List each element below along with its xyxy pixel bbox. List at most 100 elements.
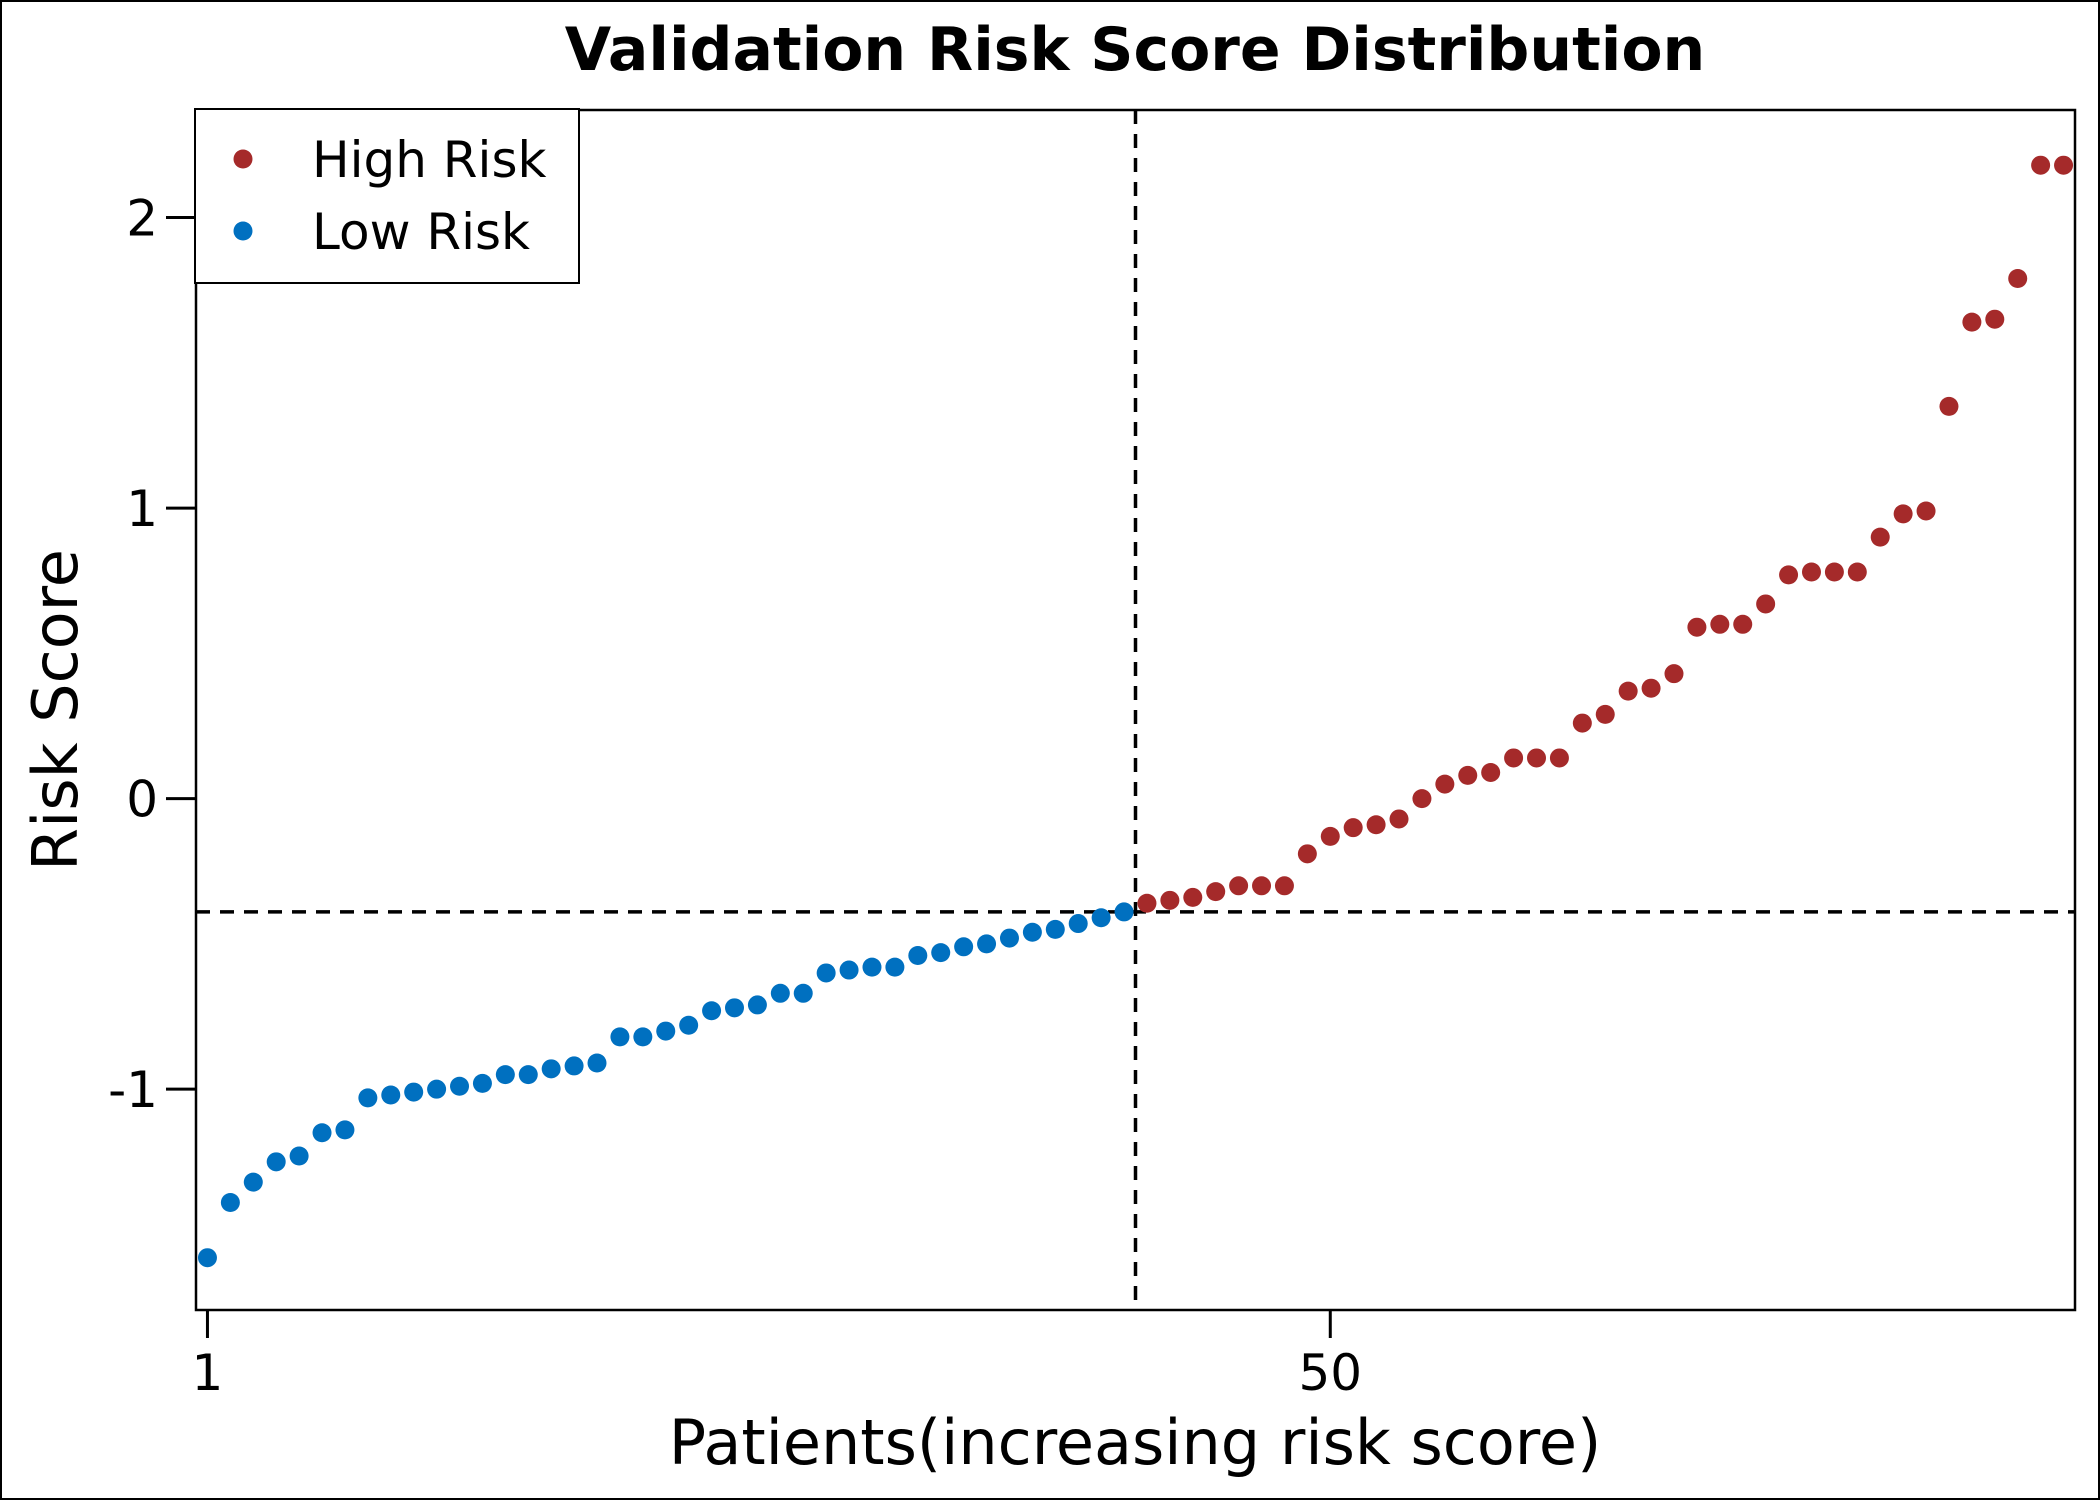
data-point [1412, 789, 1432, 809]
data-point [724, 998, 744, 1018]
series-high-risk [1137, 155, 2074, 913]
legend-label: High Risk [312, 131, 546, 189]
data-point [2008, 269, 2028, 289]
data-point [2054, 155, 2074, 175]
data-point [518, 1065, 538, 1085]
data-point [1366, 815, 1386, 835]
data-point [999, 928, 1019, 948]
data-point [1229, 876, 1249, 896]
y-axis: -1 0 1 2 [108, 190, 196, 1119]
data-point [1458, 765, 1478, 785]
data-point [1733, 614, 1753, 634]
data-point [1893, 504, 1913, 524]
data-point [312, 1123, 332, 1143]
data-point [1710, 614, 1730, 634]
chart-title: Validation Risk Score Distribution [565, 15, 1706, 85]
data-point [289, 1146, 309, 1166]
y-tick-label: -1 [108, 1061, 158, 1119]
data-point [1183, 887, 1203, 907]
data-point [243, 1172, 263, 1192]
plot-area [194, 108, 2077, 1312]
data-point [1664, 664, 1684, 684]
data-point [1916, 501, 1936, 521]
legend: High Risk Low Risk [194, 108, 580, 284]
data-point [1595, 704, 1615, 724]
data-point [1618, 681, 1638, 701]
y-axis-label: Risk Score [19, 549, 92, 871]
data-point [1962, 312, 1982, 332]
x-axis-label: Patients(increasing risk score) [669, 1406, 1602, 1479]
data-point [2031, 155, 2051, 175]
data-point [1274, 876, 1294, 896]
data-point [770, 983, 790, 1003]
data-point [1549, 748, 1569, 768]
data-point [633, 1027, 653, 1047]
data-point [1435, 774, 1455, 794]
data-point [702, 1001, 722, 1021]
data-point [839, 960, 859, 980]
series-low-risk [197, 902, 1134, 1268]
data-point [1137, 893, 1157, 913]
data-point [1939, 396, 1959, 416]
data-point [1756, 594, 1776, 614]
data-point [427, 1079, 447, 1099]
data-point [1252, 876, 1272, 896]
data-point [404, 1082, 424, 1102]
data-point [1504, 748, 1524, 768]
data-point [1779, 565, 1799, 585]
data-point [954, 937, 974, 957]
data-point [1801, 562, 1821, 582]
data-point [885, 957, 905, 977]
data-point [450, 1076, 470, 1096]
data-point [679, 1015, 699, 1035]
data-point [381, 1085, 401, 1105]
data-point [1343, 818, 1363, 838]
data-point [1687, 617, 1707, 637]
data-point [1068, 914, 1088, 934]
data-point [358, 1088, 378, 1108]
data-point [1527, 748, 1547, 768]
data-point [1160, 890, 1180, 910]
data-point [862, 957, 882, 977]
data-point [793, 983, 813, 1003]
data-point [197, 1248, 217, 1268]
data-point [587, 1053, 607, 1073]
data-point [541, 1059, 561, 1079]
data-point [1206, 882, 1226, 902]
y-tick-label: 1 [126, 480, 158, 538]
data-point [472, 1073, 492, 1093]
y-tick-label: 2 [126, 190, 158, 248]
data-point [1824, 562, 1844, 582]
data-point [1870, 527, 1890, 547]
legend-label: Low Risk [312, 203, 530, 261]
y-tick-label: 0 [126, 771, 158, 829]
data-point [656, 1021, 676, 1041]
data-point [1297, 844, 1317, 864]
data-point [1091, 908, 1111, 928]
data-point [610, 1027, 630, 1047]
legend-box [194, 108, 580, 284]
x-tick-label: 1 [192, 1344, 224, 1402]
data-point [1572, 713, 1592, 733]
data-point [1045, 919, 1065, 939]
data-point [1847, 562, 1867, 582]
x-tick-label: 50 [1298, 1344, 1362, 1402]
data-point [977, 934, 997, 954]
data-point [931, 943, 951, 963]
data-point [1320, 826, 1340, 846]
legend-marker [233, 149, 253, 169]
data-point [816, 963, 836, 983]
data-point [266, 1152, 286, 1172]
data-point [908, 946, 928, 966]
data-point [495, 1065, 515, 1085]
data-point [1022, 922, 1042, 942]
data-point [747, 995, 767, 1015]
data-point [1985, 309, 2005, 329]
data-point [564, 1056, 584, 1076]
data-point [335, 1120, 355, 1140]
legend-marker [233, 221, 253, 241]
data-point [220, 1192, 240, 1212]
x-axis: 1 50 [192, 1310, 1362, 1402]
